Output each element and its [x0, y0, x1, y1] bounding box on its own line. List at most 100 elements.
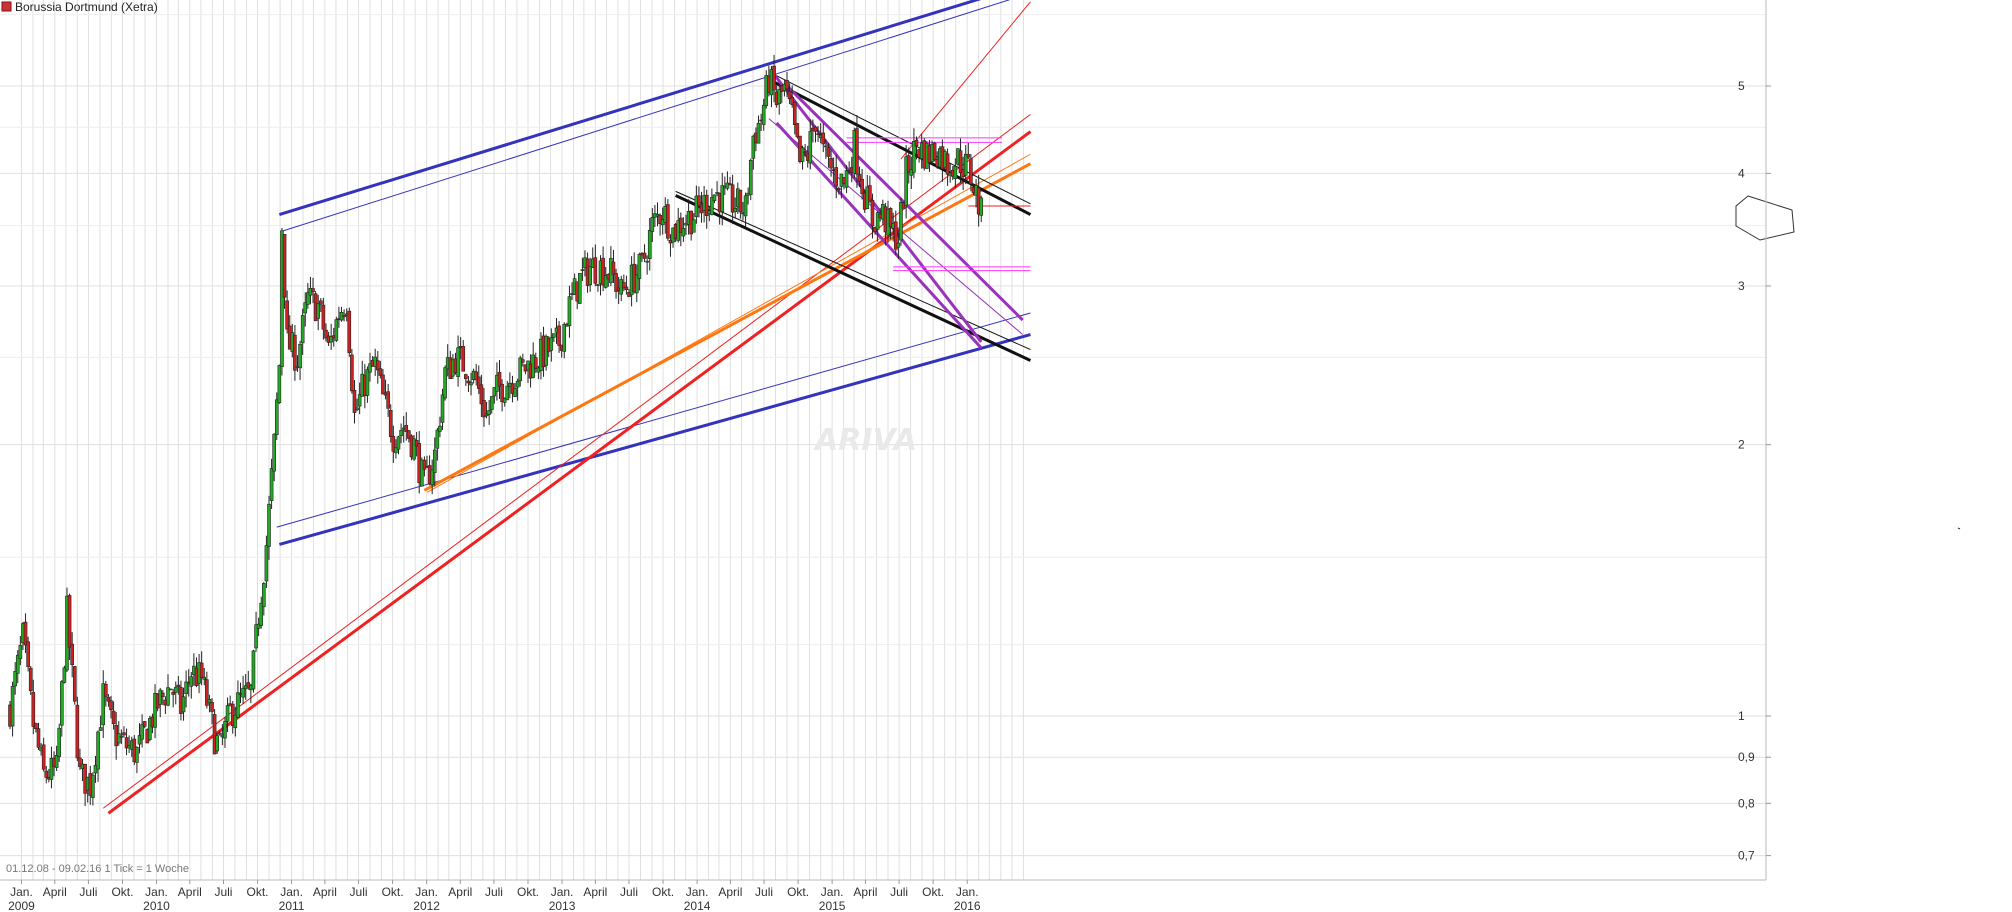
candle-up [236, 692, 240, 718]
candle-up [184, 681, 188, 695]
candle-down [67, 595, 72, 648]
candle-down [728, 183, 732, 186]
candle-down [482, 400, 486, 418]
candle-up [158, 689, 163, 705]
candle-up [844, 170, 849, 188]
x-tick-year-label: 2015 [819, 899, 846, 912]
cursor-mark [1957, 527, 1961, 530]
x-tick-label: Jan. [956, 885, 979, 899]
y-tick-label: 0,7 [1738, 849, 1755, 863]
candle-up [518, 357, 523, 382]
candle-up [743, 195, 748, 217]
candle-up [223, 721, 227, 739]
x-tick-label: April [178, 885, 202, 899]
candle-up [59, 681, 64, 726]
candle-up [57, 727, 62, 757]
trendline-orange-trend [426, 153, 1031, 493]
candle-down [212, 714, 217, 755]
trendline-black-trend [773, 80, 1032, 216]
y-axis-ticks: 5 4 3 2 1 0,9 0,8 0,7 [1738, 79, 1771, 863]
candle-down [375, 360, 380, 371]
candle-up [166, 687, 170, 706]
candle-down [31, 692, 36, 727]
candle-down [738, 189, 743, 213]
x-tick-year-label: 2014 [684, 899, 711, 912]
candle-up [761, 104, 766, 125]
candle-down [324, 329, 328, 339]
candle-up [484, 413, 489, 417]
candle-up [300, 315, 305, 344]
candle-up [189, 676, 194, 687]
candle-down [199, 662, 204, 678]
candle-down [28, 667, 33, 692]
candle-down [161, 692, 165, 698]
candle-down [704, 194, 709, 216]
candle-down [342, 315, 346, 318]
candle-down [906, 155, 911, 173]
candle-up [272, 433, 276, 472]
candle-down [500, 383, 504, 403]
candle-down [78, 757, 82, 767]
candle-up [62, 667, 67, 683]
candle-up [979, 197, 984, 216]
candle-down [36, 728, 41, 748]
candle-up [233, 714, 238, 729]
candle-down [785, 80, 789, 90]
candle-up [217, 732, 222, 735]
candle-down [44, 770, 49, 778]
candle-down [888, 208, 893, 227]
trendline-purple-trend [772, 73, 983, 343]
title-box: Borussia Dortmund (Xetra) [1, 0, 158, 14]
candle-up [567, 296, 572, 327]
candle-up [241, 687, 245, 698]
candle-up [681, 227, 686, 237]
x-tick-label: Okt. [517, 885, 539, 899]
candle-up [492, 387, 497, 397]
candle-down [26, 641, 30, 668]
candle-down [41, 744, 46, 770]
x-tick-label: Okt. [922, 885, 944, 899]
candle-up [647, 229, 652, 259]
candle-up [489, 396, 494, 410]
candle-up [96, 731, 100, 770]
candle-up [140, 724, 144, 740]
x-tick-label: Jan. [686, 885, 709, 899]
candle-down [836, 188, 841, 191]
x-tick-label: Okt. [652, 885, 674, 899]
y-tick-label: 3 [1738, 279, 1745, 293]
candle-down [697, 195, 701, 207]
x-tick-label: Juli [485, 885, 503, 899]
price-zone-hexagon [1735, 195, 1795, 241]
candle-down [870, 199, 875, 227]
x-tick-year-label: 2013 [549, 899, 576, 912]
candle-down [293, 334, 297, 371]
candle-up [577, 273, 582, 304]
candle-down [557, 325, 561, 346]
watermark: ARIVA [813, 423, 917, 458]
x-tick-year-label: 2016 [954, 899, 981, 912]
candle-down [34, 723, 38, 729]
y-tick-label: 1 [1738, 709, 1745, 723]
x-tick-label: Juli [890, 885, 908, 899]
candle-up [10, 685, 15, 727]
x-tick-label: Okt. [111, 885, 133, 899]
candle-down [464, 374, 468, 380]
candle-up [274, 399, 279, 435]
candle-up [329, 336, 333, 343]
candle-up [101, 683, 106, 726]
candle-up [469, 382, 473, 386]
trendline-blue-trend [278, 333, 1031, 546]
candle-up [588, 266, 592, 286]
x-tick-label: Jan. [145, 885, 168, 899]
chart-footer: 01.12.08 - 09.02.16 1 Tick = 1 Woche [6, 863, 189, 875]
candle-down [104, 683, 108, 697]
candle-up [443, 367, 447, 399]
candle-down [381, 374, 385, 395]
x-tick-label: Jan. [280, 885, 303, 899]
candle-up [316, 303, 321, 319]
candle-down [347, 310, 352, 353]
x-tick-label: April [718, 885, 742, 899]
candle-up [645, 260, 649, 263]
candle-up [267, 503, 271, 547]
